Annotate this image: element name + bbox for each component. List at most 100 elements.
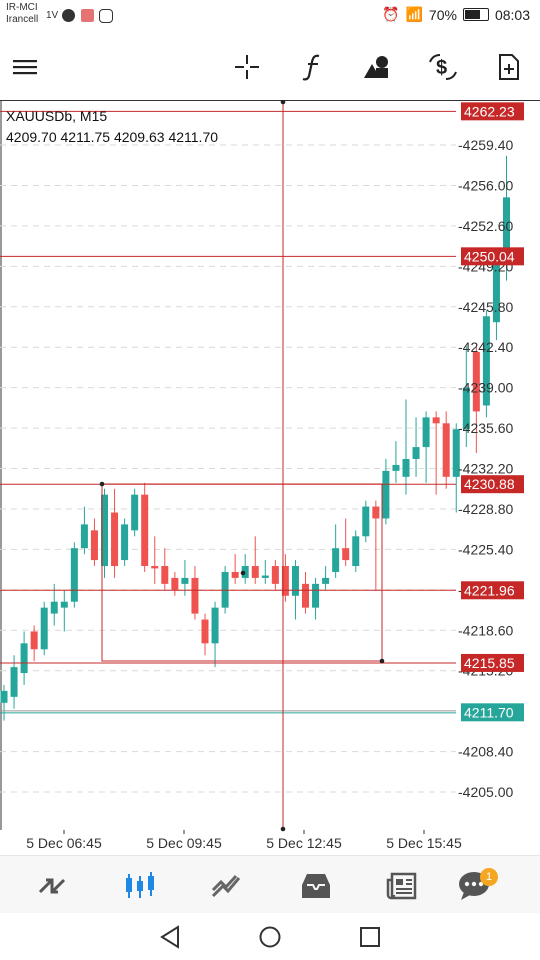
carrier-line1: IR-MCI — [6, 2, 38, 13]
battery-icon — [462, 8, 489, 21]
bid-label-bg — [461, 703, 524, 722]
candle-body — [50, 601, 58, 614]
y-tick-label: -4205.00 — [458, 784, 513, 800]
candle-body — [372, 506, 380, 519]
candle-body — [271, 566, 279, 584]
y-tick-label: -4218.60 — [458, 622, 513, 638]
y-tick-label: -4235.60 — [458, 420, 513, 436]
candle-body — [402, 458, 410, 477]
candle-body — [442, 423, 450, 477]
candle-body — [462, 387, 470, 430]
quotes-icon[interactable] — [32, 866, 72, 906]
candle-body — [422, 417, 430, 448]
candle-body — [101, 494, 108, 567]
status-bar: IR-MCI Irancell 1V ⏰ 📶 70% 08:03 — [0, 0, 540, 34]
candle-body — [322, 577, 330, 584]
chart-canvas[interactable]: XAUUSDb, M15 4209.70 4211.75 4209.63 421… — [0, 99, 540, 855]
candle-body — [231, 571, 239, 578]
x-tick-label: 5 Dec 09:45 — [146, 835, 222, 851]
crosshair-anchor-top — [280, 99, 286, 105]
candle-body — [10, 667, 18, 697]
candle-body — [80, 524, 88, 549]
candle-body — [251, 566, 259, 578]
candle-body — [241, 566, 249, 578]
candle-body — [452, 429, 460, 477]
candle-body — [191, 577, 199, 614]
new-order-icon[interactable] — [492, 50, 526, 84]
battery-text: 70% — [428, 6, 457, 23]
candle-body — [20, 643, 28, 674]
candle-body — [281, 566, 289, 596]
y-tick-label: -4232.20 — [458, 461, 513, 477]
candle-body — [392, 464, 400, 471]
y-tick-label: -4259.40 — [458, 137, 513, 153]
y-tick-label: -4242.40 — [458, 339, 513, 355]
y-tick-label: -4228.80 — [458, 501, 513, 517]
rect-anchor-tl — [99, 481, 105, 487]
android-nav-bar — [0, 913, 540, 960]
candle-body — [161, 566, 169, 584]
function-icon[interactable] — [296, 50, 330, 84]
ohlc-line: 4209.70 4211.75 4209.63 4211.70 — [6, 129, 218, 145]
price-level-label: 4215.85 — [464, 655, 515, 671]
symbols-icon[interactable]: $ — [426, 50, 460, 84]
crosshair-icon[interactable] — [230, 50, 264, 84]
price-level-label: 4250.04 — [464, 248, 515, 264]
candle-body — [332, 548, 340, 572]
signal-label: 1V — [46, 10, 59, 21]
price-level-label-bg — [461, 653, 524, 672]
candle-body — [412, 447, 420, 459]
price-level-label-bg — [461, 581, 524, 600]
candle-body — [352, 536, 360, 567]
candle-body — [432, 417, 440, 424]
price-chart[interactable]: XAUUSDb, M15 4209.70 4211.75 4209.63 421… — [0, 99, 540, 855]
candle-body — [0, 690, 8, 703]
candle-body — [40, 607, 48, 650]
x-tick-label: 5 Dec 15:45 — [386, 835, 462, 851]
candle-body — [201, 619, 209, 644]
candle-body — [492, 250, 500, 323]
app-notification-icon — [81, 9, 94, 22]
y-tick-label: -4208.40 — [458, 744, 513, 760]
price-level-label: 4230.88 — [464, 476, 515, 492]
candle-body — [472, 351, 480, 412]
bottom-navigation: 1 — [0, 855, 540, 914]
price-level-label: 4221.96 — [464, 582, 515, 598]
news-icon[interactable] — [382, 866, 422, 906]
candle-body — [482, 316, 490, 406]
history-icon[interactable] — [296, 866, 336, 906]
recents-icon[interactable] — [356, 923, 384, 951]
candle-body — [342, 548, 350, 561]
menu-icon[interactable] — [8, 50, 42, 84]
price-level-label: 4262.23 — [464, 103, 515, 119]
candle-body — [151, 566, 159, 569]
alarm-icon: ⏰ — [382, 6, 400, 22]
trade-icon[interactable] — [206, 866, 246, 906]
carrier-labels: IR-MCI Irancell — [6, 2, 38, 26]
candle-body — [382, 470, 390, 519]
status-right: ⏰ 📶 70% 08:03 — [382, 6, 530, 23]
price-level-label-bg — [461, 102, 524, 121]
price-level-label-bg — [461, 247, 524, 266]
price-level-label-bg — [461, 475, 524, 494]
candle-body — [121, 524, 129, 561]
instagram-icon — [99, 9, 113, 23]
y-tick-label: -4239.00 — [458, 380, 513, 396]
chart-icon[interactable] — [120, 866, 160, 906]
back-icon[interactable] — [156, 923, 184, 951]
x-tick-label: 5 Dec 12:45 — [266, 835, 342, 851]
candle-body — [60, 601, 68, 608]
selection-rectangle[interactable] — [101, 483, 383, 662]
symbol-label: XAUUSDb, M15 — [6, 108, 107, 124]
messages-icon[interactable]: 1 — [454, 866, 498, 906]
candle-body — [503, 197, 510, 257]
carrier-line2: Irancell — [6, 14, 39, 25]
candle-body — [291, 566, 299, 596]
wifi-icon: 📶 — [405, 6, 423, 22]
candle-body — [131, 494, 139, 531]
candle-body — [211, 607, 219, 644]
objects-icon[interactable] — [360, 50, 394, 84]
y-tick-label: -4245.80 — [458, 299, 513, 315]
y-tick-label: -4256.00 — [458, 177, 513, 193]
home-icon[interactable] — [256, 923, 284, 951]
